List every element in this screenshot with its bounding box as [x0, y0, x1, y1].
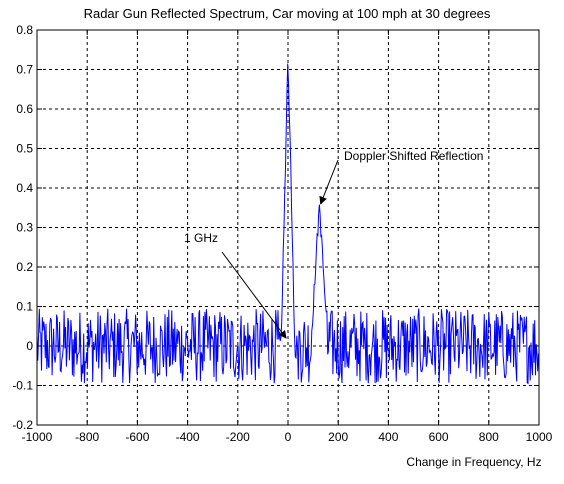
x-tick-label: -400 — [176, 430, 200, 444]
x-axis-label: Change in Frequency, Hz — [406, 455, 541, 469]
x-tick-label: -600 — [125, 430, 149, 444]
series-layer — [36, 63, 539, 385]
x-tick-label: -200 — [226, 430, 250, 444]
x-tick-label: 0 — [285, 430, 292, 444]
annotation-1ghz-label: 1 GHz — [184, 231, 218, 245]
y-tick-label: 0.8 — [16, 23, 33, 37]
y-tick-label: 0.6 — [16, 102, 33, 116]
y-axis: -0.2 -0.1 0 0.1 0.2 0.3 0.4 0.5 0.6 0.7 0.8 — [12, 23, 539, 432]
x-tick-label: 600 — [429, 430, 449, 444]
annotation-doppler-arrow — [319, 159, 339, 205]
annotations: Doppler Shifted Reflection 1 GHz — [184, 149, 483, 339]
y-tick-label: 0.3 — [16, 221, 33, 235]
spectrum-series-line — [36, 63, 539, 385]
y-tick-label: 0 — [26, 339, 33, 353]
y-tick-label: 0.4 — [16, 181, 33, 195]
y-tick-label: 0.7 — [16, 63, 33, 77]
x-tick-label: -1000 — [22, 430, 53, 444]
grid — [37, 30, 539, 425]
x-tick-label: -800 — [75, 430, 99, 444]
chart-title: Radar Gun Reflected Spectrum, Car moving… — [84, 6, 491, 21]
x-tick-label: 200 — [328, 430, 348, 444]
x-axis: -1000 -800 -600 -400 -200 0 200 400 600 800 1000 — [22, 30, 553, 444]
annotation-1ghz-arrow — [221, 251, 287, 339]
x-tick-label: 800 — [479, 430, 499, 444]
y-tick-label: 0.1 — [16, 300, 33, 314]
x-tick-label: 1000 — [526, 430, 553, 444]
y-tick-label: 0.5 — [16, 142, 33, 156]
y-tick-label: 0.2 — [16, 260, 33, 274]
x-tick-label: 400 — [378, 430, 398, 444]
y-tick-label: -0.1 — [12, 379, 33, 393]
y-tick-label: -0.2 — [12, 418, 33, 432]
annotation-doppler-label: Doppler Shifted Reflection — [344, 149, 483, 163]
